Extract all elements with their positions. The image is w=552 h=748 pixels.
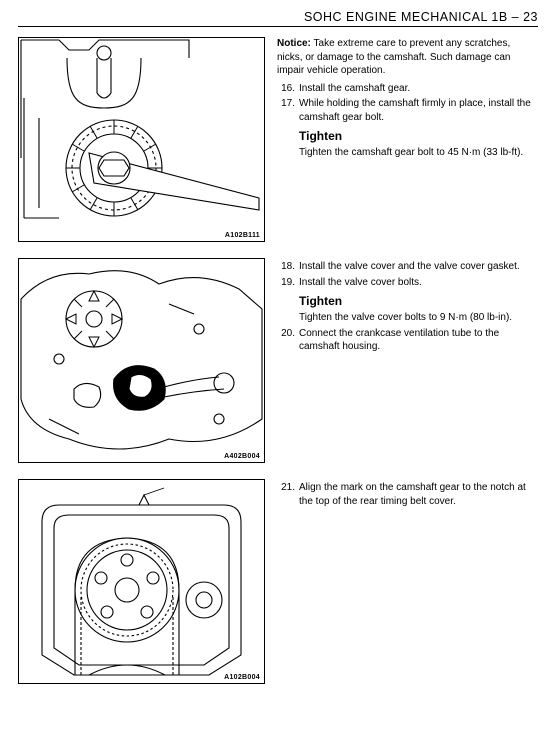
- step-num: 21.: [277, 481, 299, 508]
- step-text: Install the valve cover and the valve co…: [299, 260, 538, 274]
- step-num: 16.: [277, 82, 299, 96]
- figure-1: A102B111: [18, 37, 265, 242]
- step-num: 20.: [277, 327, 299, 354]
- step-text: Align the mark on the camshaft gear to t…: [299, 481, 538, 508]
- figure-2-label: A402B004: [224, 453, 260, 460]
- tighten-heading: Tighten: [299, 128, 538, 144]
- step-text: Install the valve cover bolts.: [299, 276, 538, 290]
- step-text: Connect the crankcase ventilation tube t…: [299, 327, 538, 354]
- step-num: 19.: [277, 276, 299, 290]
- notice-text: Take extreme care to prevent any scratch…: [277, 38, 510, 76]
- step-text: While holding the camshaft firmly in pla…: [299, 97, 538, 124]
- page-header: SOHC ENGINE MECHANICAL 1B – 23: [18, 10, 538, 26]
- step-text: Install the camshaft gear.: [299, 82, 538, 96]
- figure-1-label: A102B111: [225, 232, 260, 239]
- notice-label: Notice:: [277, 38, 311, 49]
- figure-3-label: A102B004: [224, 674, 260, 681]
- tighten-text: Tighten the camshaft gear bolt to 45 N·m…: [299, 146, 538, 160]
- tighten-heading: Tighten: [299, 293, 538, 309]
- step-num: 18.: [277, 260, 299, 274]
- figure-3: A102B004: [18, 479, 265, 684]
- text-block-3: 21.Align the mark on the camshaft gear t…: [265, 479, 538, 508]
- figure-2: A402B004: [18, 258, 265, 463]
- text-block-1: Notice: Take extreme care to prevent any…: [265, 37, 538, 160]
- tighten-text: Tighten the valve cover bolts to 9 N·m (…: [299, 311, 538, 325]
- text-block-2: 18.Install the valve cover and the valve…: [265, 258, 538, 354]
- step-num: 17.: [277, 97, 299, 124]
